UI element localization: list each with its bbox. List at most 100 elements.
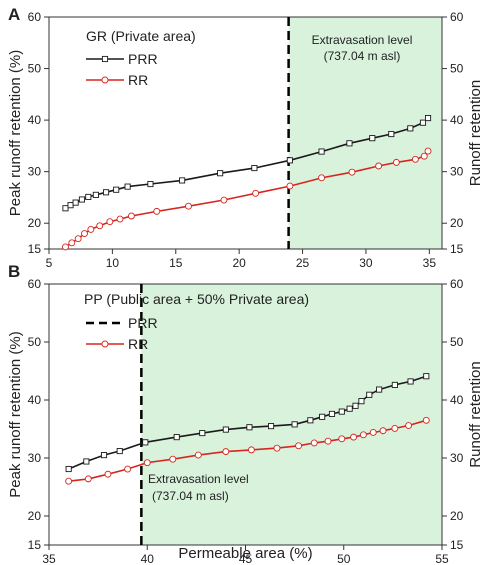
y-axis-label-right: Runoff retention [467,361,484,467]
data-point-rr [153,207,161,215]
y-tick-label-left: 30 [28,451,42,465]
x-tick-label: 25 [296,256,310,270]
y-tick-label-right: 60 [450,277,464,291]
y-tick-label-left: 40 [28,393,42,407]
data-point-prr [124,183,131,190]
data-point-rr [252,189,260,197]
data-point-prr [346,405,353,412]
data-point-prr [369,135,376,142]
data-point-prr [173,434,180,441]
data-point-prr [85,193,92,200]
data-point-prr [423,373,430,380]
data-point-rr [104,470,112,478]
data-point-rr [106,218,114,226]
data-point-prr [352,402,359,409]
data-point-prr [319,413,326,420]
y-tick-label-left: 60 [28,277,42,291]
data-point-rr [87,225,95,233]
data-point-prr [267,423,275,430]
data-point-prr [251,165,258,172]
x-tick-label: 35 [423,256,437,270]
data-point-prr [346,140,353,147]
y-tick-label-left: 20 [28,509,42,523]
data-point-rr [116,215,124,223]
extravasation-region [141,284,443,545]
plot-frame [48,16,443,250]
legend-label-prr: PRR [128,315,158,331]
panel-letter: B [8,262,20,281]
x-tick-label: 55 [435,552,449,565]
data-point-prr [179,177,186,184]
data-point-prr [67,202,74,209]
data-point-rr [392,158,400,166]
legend-label-rr: RR [128,336,148,352]
legend-marker-rr [101,340,109,348]
x-tick-label: 5 [46,256,53,270]
y-tick-label-left: 15 [28,242,42,256]
data-point-rr [222,448,230,456]
x-tick-label: 30 [359,256,373,270]
y-axis-label-right: Runoff retention [467,80,484,186]
data-point-rr [379,427,387,435]
y-tick-label-right: 15 [450,242,464,256]
panel-b: 15 15 20 20 30 30 40 40 50 50 60 60 35 40 45 50 55 B Peak … [7,262,484,565]
data-point-prr [102,189,110,196]
data-point-rr [286,182,294,190]
data-point-prr [419,119,427,126]
data-point-prr [425,114,432,122]
data-point-prr [92,191,99,198]
x-tick-label: 15 [169,256,183,270]
data-point-rr [338,435,346,443]
data-point-prr [246,424,253,431]
data-point-prr [388,130,395,138]
data-point-rr [74,235,82,243]
data-point-rr [411,155,419,163]
x-tick-label: 40 [141,552,155,565]
y-tick-label-left: 60 [28,10,42,24]
x-tick-label: 10 [106,256,120,270]
data-point-rr [96,222,104,230]
data-point-prr [142,439,149,446]
data-point-rr [310,439,318,447]
data-point-rr [424,147,432,155]
y-tick-label-left: 30 [28,165,42,179]
data-point-prr [407,125,414,132]
data-point-rr [143,459,151,467]
data-point-prr [391,381,398,388]
data-point-prr [100,452,108,459]
data-point-rr [169,455,177,463]
data-point-prr [147,180,154,188]
panel-letter: A [8,5,20,24]
y-tick-label-left: 15 [28,538,42,552]
y-tick-label-right: 20 [450,216,464,230]
data-point-prr [72,199,79,206]
legend-label-rr: RR [128,72,148,88]
annotation-line-2: (737.04 m asl) [324,49,401,63]
data-point-prr [62,205,69,212]
data-point-rr [62,243,69,251]
annotation-line-2: (737.04 m asl) [152,489,229,503]
y-tick-label-left: 40 [28,113,42,127]
y-tick-label-left: 50 [28,335,42,349]
data-point-rr [420,152,428,160]
data-point-rr [295,442,303,450]
data-point-rr [84,475,92,483]
data-point-prr [113,186,120,193]
data-point-rr [220,196,228,204]
y-axis-label-left: Peak runoff retention (%) [7,50,24,216]
data-point-rr [124,465,132,473]
data-point-prr [217,170,224,177]
data-point-rr [273,444,281,452]
data-point-rr [350,433,358,441]
legend-marker-prr [101,55,109,63]
data-point-rr [422,416,430,424]
x-tick-label: 45 [239,552,253,565]
x-tick-label: 35 [42,552,56,565]
data-point-rr [391,424,399,432]
data-point-rr [375,162,383,170]
legend-label-prr: PRR [128,51,158,67]
y-tick-label-right: 60 [450,10,464,24]
data-point-rr [185,202,192,210]
x-axis-label: Permeable area (%) [178,545,312,562]
